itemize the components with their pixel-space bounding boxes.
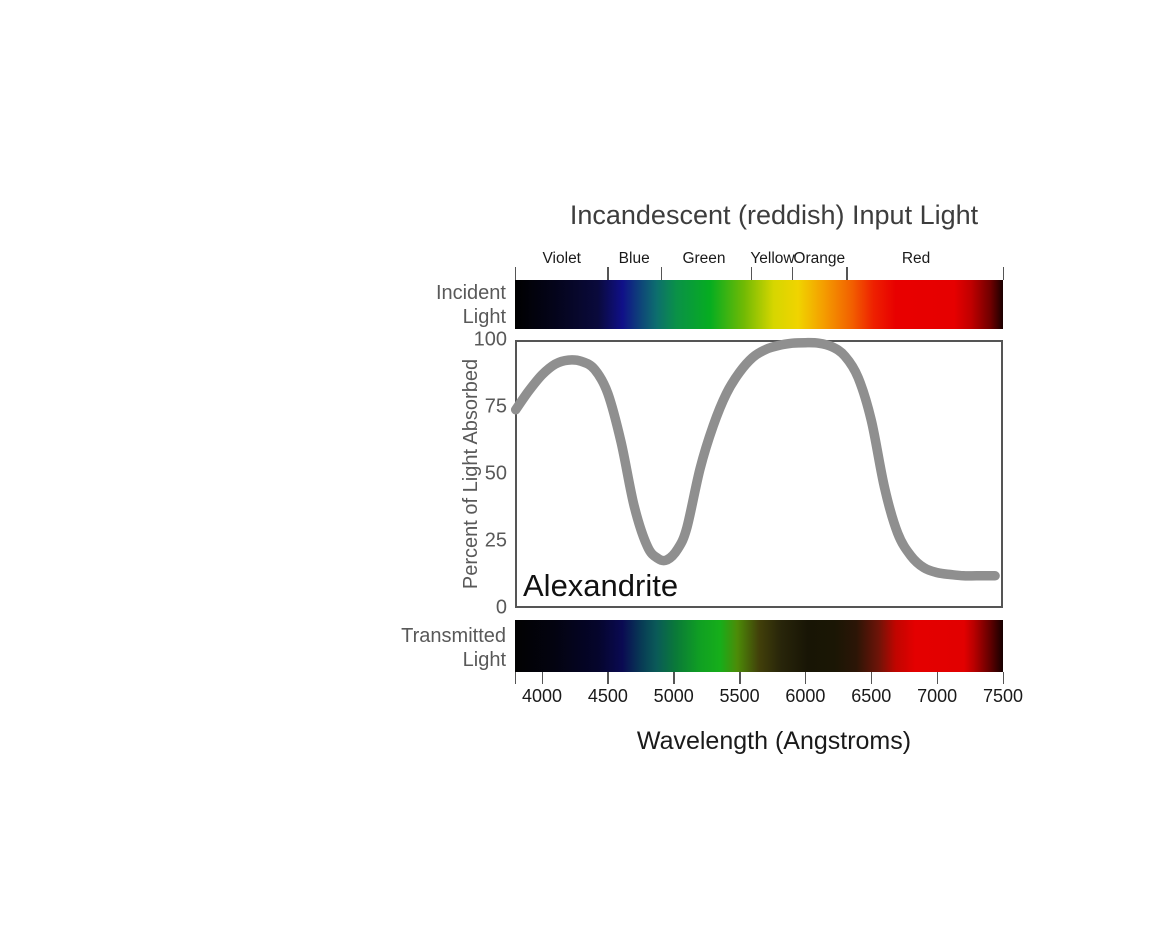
x-axis-tick [870,672,873,684]
y-axis-tick-label: 100 [473,328,507,351]
spectrum-band-tick [846,267,848,280]
x-axis-tick-label: 4500 [587,686,628,706]
transmitted-light-label-line2: Light [462,649,506,671]
spectrum-band-tick [1002,267,1004,280]
x-axis-tick-label: 7500 [982,686,1024,706]
spectrum-band-tick [660,267,663,280]
spectrum-band-tick [791,267,794,280]
spectrum-band-label-green: Green [682,250,726,267]
y-axis-tick-label: 50 [484,462,507,485]
spectrum-band-label-violet: Violet [542,250,582,267]
y-axis-tick-label: 0 [495,596,507,619]
spectrum-band-label-orange: Orange [793,250,846,267]
absorption-plot-box: Alexandrite [510,337,1003,608]
spectrum-band-label-red: Red [901,250,931,267]
x-axis-tick-label: 6500 [851,686,892,706]
spectrum-band-tick [750,267,753,280]
y-axis-tick-label: 25 [484,529,507,552]
x-axis-tick [1002,672,1004,684]
transmitted-light-label-line1: Transmitted [401,625,506,647]
incident-light-spectrum-bar [515,280,1003,329]
figure-title: Incandescent (reddish) Input Light [569,200,979,230]
spectrum-band-tick [514,267,516,280]
absorption-curve [510,337,1000,581]
x-axis-tick-label: 6000 [785,686,826,706]
x-axis-tick-label: 5500 [719,686,760,706]
spectrum-band-tick [607,267,609,280]
x-axis-tick-label: 4000 [521,686,563,706]
transmitted-light-label: Transmitted Light [326,624,506,672]
x-axis-tick [804,672,807,684]
x-axis-tick [673,672,675,684]
x-axis-title: Wavelength (Angstroms) [636,727,912,755]
spectrum-band-label-blue: Blue [618,250,650,267]
spectrum-band-label-yellow: Yellow [750,250,795,267]
x-axis-tick [607,672,609,684]
y-axis-tick-label: 75 [484,395,507,418]
incident-light-label: Incident Light [326,281,506,329]
x-axis-tick [541,672,543,684]
mineral-name-label: Alexandrite [523,568,679,603]
x-axis-tick [514,672,516,684]
x-axis-tick [936,672,939,684]
transmitted-light-spectrum-bar [515,620,1003,672]
incident-light-label-line1: Incident [435,282,506,304]
absorption-curve-canvas [510,337,1000,581]
incident-light-label-line2: Light [462,306,506,328]
x-axis-tick-label: 5000 [653,686,694,706]
x-axis-tick-label: 7000 [917,686,958,706]
x-axis-tick [739,672,741,684]
